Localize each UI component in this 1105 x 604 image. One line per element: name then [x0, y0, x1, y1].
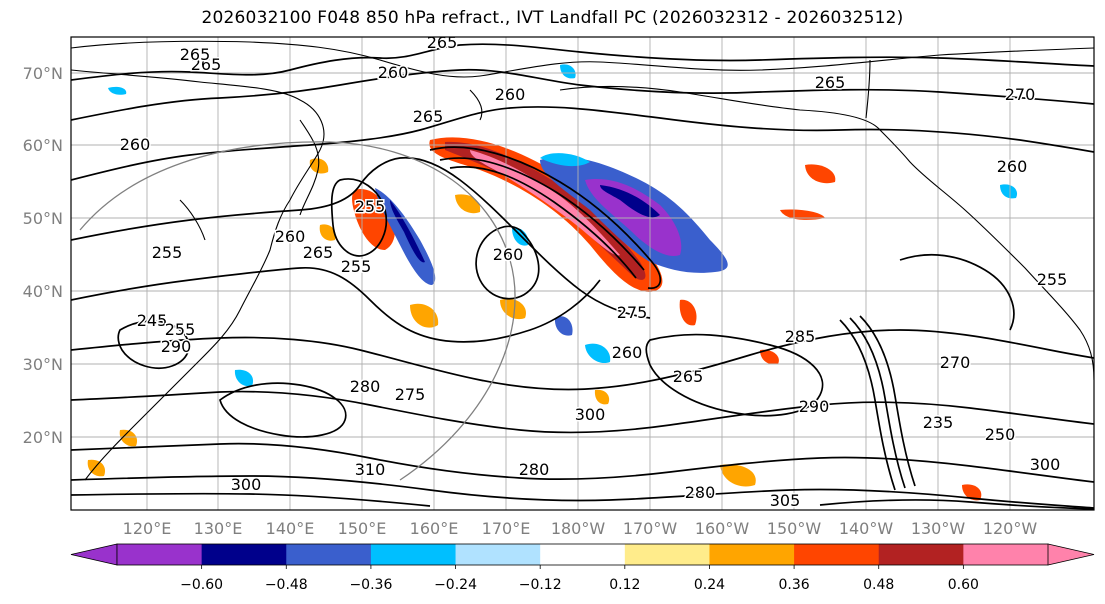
colorbar-swatch [455, 544, 541, 565]
contour-label: 255 [165, 320, 196, 339]
contour-label: 255 [341, 257, 372, 276]
lon-label: 120°E [123, 519, 172, 538]
west-negative-patch [375, 188, 436, 285]
contour-label: 300 [575, 405, 606, 424]
lon-label: 160°E [410, 519, 459, 538]
contour-label: 300 [231, 475, 262, 494]
colorbar-swatch [370, 544, 457, 565]
lon-label: 170°E [482, 519, 531, 538]
chart-title: 2026032100 F048 850 hPa refract., IVT La… [201, 8, 904, 28]
contour-label: 290 [799, 397, 830, 416]
contour-label: 260 [495, 85, 526, 104]
graticule [71, 37, 1094, 510]
contour-lines [71, 43, 1094, 510]
lon-label: 140°W [839, 519, 894, 538]
colorbar-tick-label: −0.48 [265, 577, 308, 593]
coastlines [71, 40, 1094, 481]
colorbar-tick-label: −0.36 [349, 577, 392, 593]
colorbar-tick-label: 0.48 [863, 577, 894, 593]
lat-label: 70°N [23, 64, 63, 83]
longitude-labels: 120°E 130°E 140°E 150°E 160°E 170°E 180°W 170°W… [123, 519, 1038, 538]
contour-label: 245 [137, 311, 168, 330]
map-frame [70, 36, 1095, 511]
lat-label: 40°N [23, 282, 63, 301]
contour-label: 255 [152, 243, 183, 262]
lon-label: 180°W [551, 519, 606, 538]
contour-label: 260 [378, 63, 409, 82]
contour-label: 260 [275, 227, 306, 246]
contour-label: 265 [413, 107, 444, 126]
contour-label: 260 [997, 157, 1028, 176]
lon-label: 130°W [911, 519, 966, 538]
colorbar-swatch [624, 544, 710, 565]
lon-label: 140°E [266, 519, 315, 538]
colorbar-tick-label: −0.24 [434, 577, 477, 593]
negative-anomaly-core [585, 179, 682, 256]
contour-label: 275 [617, 303, 648, 322]
contour-label: 260 [612, 343, 643, 362]
colorbar-tick-label: 0.12 [609, 577, 640, 593]
contour-label: 270 [1005, 85, 1036, 104]
contour-label: 265 [303, 243, 334, 262]
contour-label: 310 [355, 460, 386, 479]
lat-label: 60°N [23, 136, 63, 155]
contour-label: 280 [519, 460, 550, 479]
colorbar-tick-label: 0.60 [948, 577, 979, 593]
contour-label: 275 [395, 385, 426, 404]
lon-label: 150°E [338, 519, 387, 538]
shading-layer [87, 64, 1018, 501]
colorbar-swatch [117, 544, 203, 565]
contour-label: 270 [940, 353, 971, 372]
contour-label: 300 [1030, 455, 1061, 474]
colorbar-swatch [878, 544, 964, 565]
lat-label: 20°N [23, 428, 63, 447]
lat-label: 50°N [23, 209, 63, 228]
contour-label: 265 [815, 73, 846, 92]
colorbar-extend-left [70, 543, 118, 566]
colorbar-swatch [963, 544, 1049, 565]
contour-label: 250 [985, 425, 1016, 444]
contour-label: 255 [355, 197, 386, 216]
contour-label: 280 [350, 377, 381, 396]
colorbar-tick-label: 0.24 [694, 577, 725, 593]
contour-label: 265 [427, 33, 458, 52]
lon-label: 120°W [983, 519, 1038, 538]
colorbar-tick-label: −0.60 [180, 577, 223, 593]
contour-label: 235 [923, 413, 954, 432]
colorbar-swatch [286, 544, 372, 565]
lat-label: 30°N [23, 355, 63, 374]
contour-label: 285 [785, 327, 816, 346]
colorbar-swatch [540, 544, 626, 565]
colorbar-swatch [709, 544, 795, 565]
positive-anomaly-band [429, 137, 663, 292]
colorbar: −0.60 −0.48 −0.36 −0.24 −0.12 0.12 0.24 0.36 0.4… [70, 543, 1095, 593]
contour-label: 290 [161, 337, 192, 356]
lon-label: 130°E [194, 519, 243, 538]
contour-label: 265 [191, 55, 222, 74]
contour-label: 260 [120, 135, 151, 154]
colorbar-extend-right [1047, 543, 1095, 566]
contour-label: 260 [493, 245, 524, 264]
contour-label: 255 [1037, 270, 1068, 289]
lon-label: 160°W [695, 519, 750, 538]
colorbar-tick-label: −0.12 [519, 577, 562, 593]
colorbar-swatch [794, 544, 880, 565]
contour-label: 265 [673, 367, 704, 386]
colorbar-swatch [201, 544, 287, 565]
contour-label: 280 [685, 483, 716, 502]
lon-label: 150°W [767, 519, 822, 538]
contour-label: 305 [770, 491, 801, 510]
great-circle-arc [79, 141, 516, 481]
colorbar-tick-label: 0.36 [779, 577, 810, 593]
contour-label: 265 [180, 45, 211, 64]
lon-label: 170°W [623, 519, 678, 538]
latitude-labels: 70°N 60°N 50°N 40°N 30°N 20°N [23, 64, 63, 447]
